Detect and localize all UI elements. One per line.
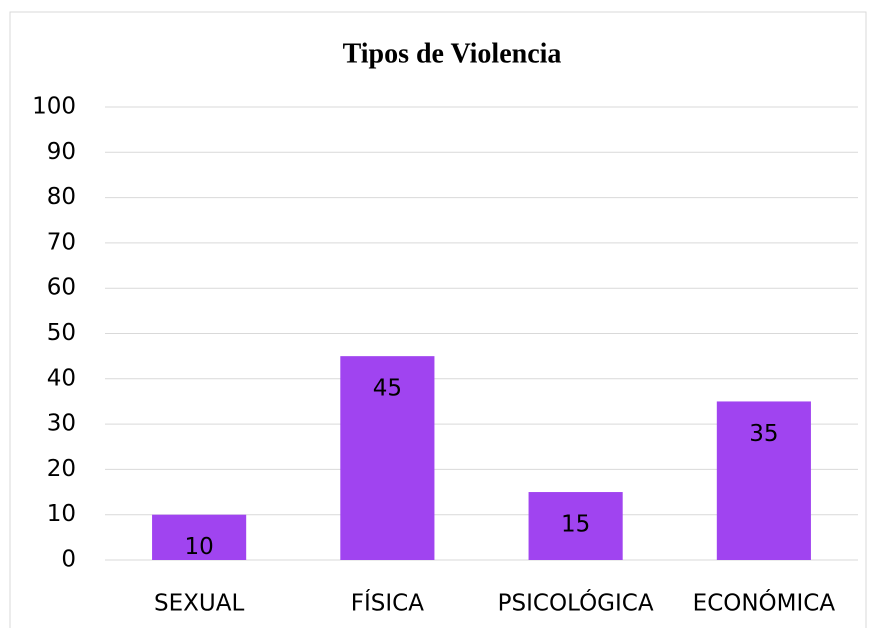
y-tick-label: 30 xyxy=(47,411,76,437)
x-tick-label: FÍSICA xyxy=(351,589,424,617)
data-label: 10 xyxy=(184,534,213,560)
y-tick-label: 90 xyxy=(47,139,76,165)
bar xyxy=(716,401,811,560)
data-label: 15 xyxy=(561,512,590,538)
bar xyxy=(528,492,623,560)
x-tick-label: ECONÓMICA xyxy=(693,589,836,617)
bar xyxy=(152,514,247,560)
x-tick-label: SEXUAL xyxy=(154,591,244,617)
data-label: 45 xyxy=(373,376,402,402)
data-label: 35 xyxy=(749,421,778,447)
y-tick-label: 60 xyxy=(47,275,76,301)
y-tick-label: 20 xyxy=(47,456,76,482)
x-tick-label: PSICOLÓGICA xyxy=(498,589,654,617)
y-tick-label: 50 xyxy=(47,320,76,346)
y-tick-label: 10 xyxy=(47,501,76,527)
y-tick-label: 0 xyxy=(61,547,76,573)
bar xyxy=(340,356,435,560)
y-tick-label: 70 xyxy=(47,229,76,255)
y-tick-label: 40 xyxy=(47,365,76,391)
chart-title: Tipos de Violencia xyxy=(343,38,562,69)
y-tick-label: 80 xyxy=(47,184,76,210)
y-tick-label: 100 xyxy=(32,94,76,120)
